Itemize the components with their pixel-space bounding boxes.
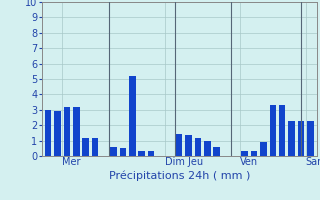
Bar [204,141,211,156]
Bar [139,151,145,156]
Bar [269,105,276,156]
Bar [120,148,126,156]
Bar [110,147,117,156]
Bar [298,121,304,156]
Bar [288,121,295,156]
Bar [260,142,267,156]
Bar [45,110,52,156]
Bar [195,138,201,156]
Bar [242,151,248,156]
Bar [279,105,285,156]
Bar [251,151,257,156]
X-axis label: Précipitations 24h ( mm ): Précipitations 24h ( mm ) [108,170,250,181]
Bar [82,138,89,156]
Bar [213,147,220,156]
Bar [176,134,182,156]
Bar [307,121,314,156]
Bar [64,107,70,156]
Bar [54,111,61,156]
Bar [129,76,136,156]
Bar [92,138,98,156]
Bar [73,107,79,156]
Bar [148,151,154,156]
Bar [185,135,192,156]
